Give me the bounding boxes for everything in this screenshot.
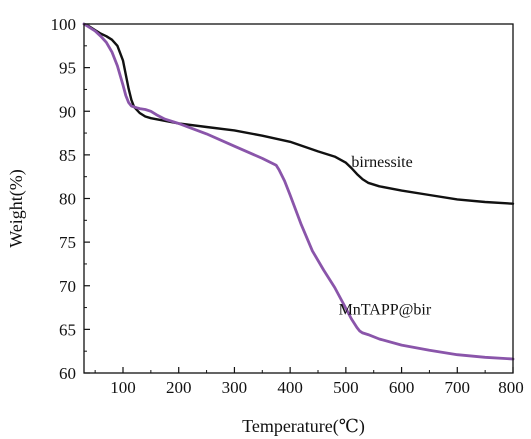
x-tick-label: 600 bbox=[389, 378, 415, 397]
y-tick-label: 60 bbox=[59, 364, 76, 383]
y-tick-label: 70 bbox=[59, 277, 76, 296]
series-label-birnessite: birnessite bbox=[351, 154, 412, 171]
y-tick-label: 100 bbox=[51, 15, 77, 34]
y-tick-label: 80 bbox=[59, 190, 76, 209]
series-line-birnessite bbox=[82, 22, 515, 205]
y-tick-label: 85 bbox=[59, 146, 76, 165]
x-axis-title: Temperature(℃) bbox=[242, 416, 365, 437]
y-tick-label: 75 bbox=[59, 233, 76, 252]
labels-layer: birnessite MnTAPP@bir bbox=[339, 154, 432, 318]
x-tick-label: 100 bbox=[110, 378, 136, 397]
series-line-mntapp-bir bbox=[82, 22, 515, 361]
y-tick-label: 90 bbox=[59, 102, 76, 121]
x-tick-label: 700 bbox=[445, 378, 471, 397]
y-axis-title: Weight(%) bbox=[6, 169, 27, 248]
x-tick-label: 800 bbox=[498, 378, 524, 397]
y-tick-label: 95 bbox=[59, 59, 76, 78]
x-tick-label: 300 bbox=[222, 378, 248, 397]
series-layer bbox=[82, 22, 515, 361]
y-tick-label: 65 bbox=[59, 320, 76, 339]
x-tick-label: 400 bbox=[277, 378, 303, 397]
x-tick-label: 200 bbox=[166, 378, 192, 397]
plot-frame bbox=[83, 23, 514, 374]
series-label-mntapp-bir: MnTAPP@bir bbox=[339, 302, 432, 319]
x-tick-label: 500 bbox=[333, 378, 359, 397]
ticks-layer: 100 200 300 400 500 600 700 800 60 65 70 75 80 85 90 95… bbox=[51, 15, 524, 397]
